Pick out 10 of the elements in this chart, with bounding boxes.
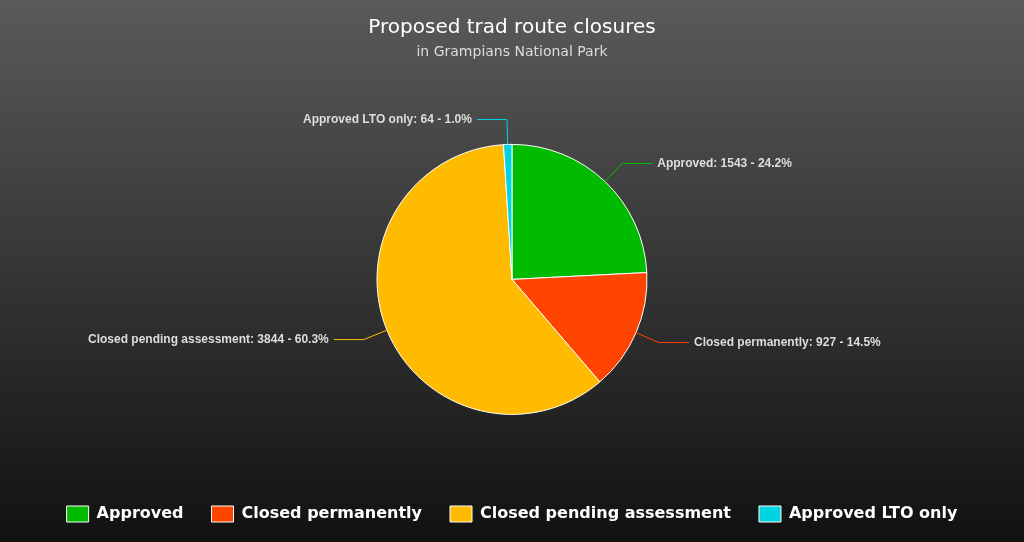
chart-subtitle: in Grampians National Park bbox=[416, 43, 609, 60]
legend-label: Approved bbox=[96, 503, 184, 523]
legend-label: Approved LTO only bbox=[788, 503, 958, 523]
data-label: Approved: 1543 - 24.2% bbox=[657, 155, 793, 170]
legend-label: Closed pending assessment bbox=[480, 503, 732, 523]
legend-label: Closed permanently bbox=[241, 503, 423, 523]
data-label: Closed pending assessment: 3844 - 60.3% bbox=[87, 331, 330, 346]
data-label: Closed permanently: 927 - 14.5% bbox=[694, 334, 882, 349]
chart-title: Proposed trad route closures bbox=[368, 14, 656, 39]
data-label: Approved LTO only: 64 - 1.0% bbox=[303, 111, 473, 126]
